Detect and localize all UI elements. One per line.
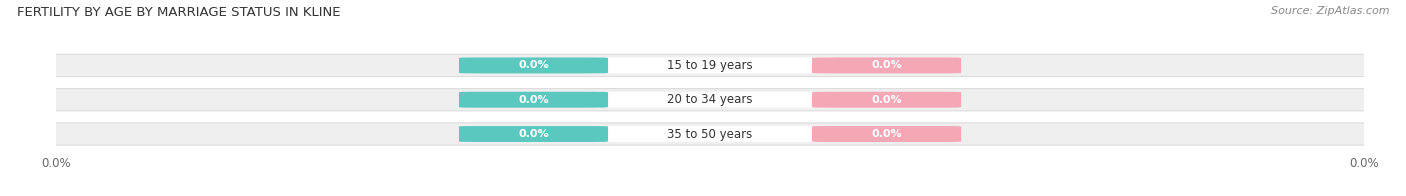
- FancyBboxPatch shape: [458, 57, 607, 73]
- Text: 0.0%: 0.0%: [872, 60, 901, 70]
- FancyBboxPatch shape: [813, 92, 962, 108]
- Text: 0.0%: 0.0%: [872, 95, 901, 105]
- FancyBboxPatch shape: [583, 92, 837, 108]
- FancyBboxPatch shape: [37, 89, 1384, 111]
- Text: 0.0%: 0.0%: [519, 129, 548, 139]
- FancyBboxPatch shape: [37, 123, 1384, 145]
- FancyBboxPatch shape: [583, 126, 837, 142]
- Text: 15 to 19 years: 15 to 19 years: [668, 59, 752, 72]
- FancyBboxPatch shape: [458, 126, 607, 142]
- FancyBboxPatch shape: [458, 92, 607, 108]
- FancyBboxPatch shape: [583, 57, 837, 73]
- FancyBboxPatch shape: [813, 57, 962, 73]
- Text: 0.0%: 0.0%: [872, 129, 901, 139]
- Legend: Married, Unmarried: Married, Unmarried: [621, 192, 799, 196]
- Text: Source: ZipAtlas.com: Source: ZipAtlas.com: [1271, 6, 1389, 16]
- FancyBboxPatch shape: [37, 54, 1384, 77]
- Text: 0.0%: 0.0%: [519, 95, 548, 105]
- Text: 20 to 34 years: 20 to 34 years: [668, 93, 752, 106]
- Text: 35 to 50 years: 35 to 50 years: [668, 128, 752, 141]
- Text: 0.0%: 0.0%: [519, 60, 548, 70]
- Text: FERTILITY BY AGE BY MARRIAGE STATUS IN KLINE: FERTILITY BY AGE BY MARRIAGE STATUS IN K…: [17, 6, 340, 19]
- FancyBboxPatch shape: [813, 126, 962, 142]
